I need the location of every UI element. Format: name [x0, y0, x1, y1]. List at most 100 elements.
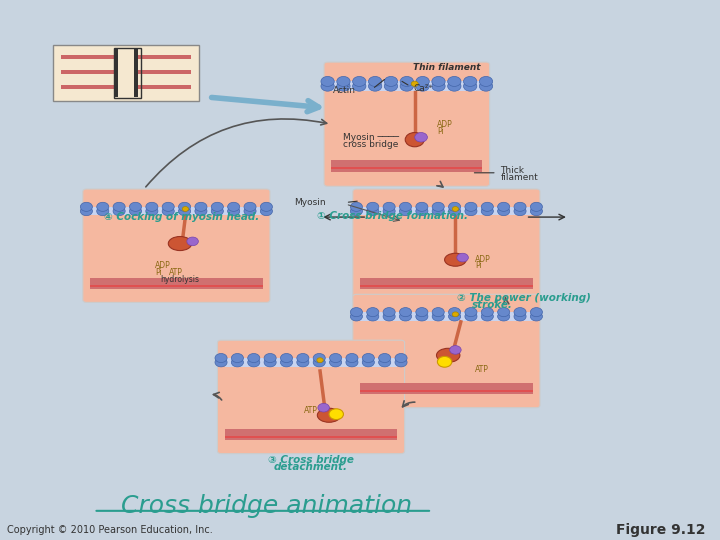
- Bar: [331, 82, 482, 91]
- Circle shape: [438, 356, 452, 367]
- FancyBboxPatch shape: [353, 189, 540, 302]
- Circle shape: [400, 81, 413, 91]
- Circle shape: [449, 308, 461, 316]
- Bar: [90, 278, 263, 285]
- Bar: [225, 429, 397, 436]
- Text: cross bridge: cross bridge: [343, 140, 398, 149]
- Circle shape: [228, 207, 240, 215]
- Text: ATP: ATP: [475, 366, 489, 374]
- Circle shape: [261, 202, 272, 211]
- Circle shape: [351, 308, 362, 316]
- Circle shape: [362, 354, 374, 362]
- Circle shape: [531, 312, 542, 321]
- FancyBboxPatch shape: [83, 189, 270, 302]
- Circle shape: [321, 77, 334, 86]
- Bar: [360, 388, 533, 394]
- Circle shape: [81, 207, 92, 215]
- Bar: [90, 207, 263, 215]
- Circle shape: [416, 202, 428, 211]
- Circle shape: [146, 207, 158, 215]
- FancyBboxPatch shape: [53, 45, 199, 101]
- Circle shape: [244, 202, 256, 211]
- Bar: [360, 383, 533, 390]
- Circle shape: [351, 312, 362, 321]
- Circle shape: [337, 77, 350, 86]
- Text: Copyright © 2010 Pearson Education, Inc.: Copyright © 2010 Pearson Education, Inc.: [7, 525, 213, 535]
- Circle shape: [480, 77, 492, 86]
- Circle shape: [411, 81, 418, 86]
- Circle shape: [362, 358, 374, 367]
- Circle shape: [514, 202, 526, 211]
- Circle shape: [531, 207, 542, 215]
- Circle shape: [395, 358, 407, 367]
- Circle shape: [432, 308, 444, 316]
- Text: ④ Cocking of myosin head.: ④ Cocking of myosin head.: [104, 212, 260, 222]
- Circle shape: [130, 202, 142, 211]
- Circle shape: [379, 358, 391, 367]
- Circle shape: [498, 312, 510, 321]
- Bar: [331, 165, 482, 172]
- Text: ADP: ADP: [475, 255, 491, 264]
- Circle shape: [449, 207, 461, 215]
- Text: ADP: ADP: [155, 261, 171, 270]
- Circle shape: [228, 202, 240, 211]
- Circle shape: [383, 308, 395, 316]
- Circle shape: [456, 253, 468, 262]
- Bar: [360, 280, 533, 287]
- Bar: [331, 160, 482, 167]
- FancyBboxPatch shape: [217, 340, 405, 454]
- Ellipse shape: [436, 348, 460, 362]
- Circle shape: [481, 202, 493, 211]
- Circle shape: [113, 202, 125, 211]
- Text: detachment.: detachment.: [274, 462, 348, 472]
- Circle shape: [366, 207, 379, 215]
- Circle shape: [297, 358, 309, 367]
- Circle shape: [432, 312, 444, 321]
- Text: Thin filament: Thin filament: [413, 63, 480, 72]
- Circle shape: [400, 308, 412, 316]
- Circle shape: [96, 207, 109, 215]
- Bar: [134, 49, 138, 97]
- Circle shape: [162, 202, 174, 211]
- Bar: [90, 282, 263, 289]
- Circle shape: [281, 358, 292, 367]
- Circle shape: [215, 358, 227, 367]
- Circle shape: [464, 81, 477, 91]
- Circle shape: [146, 202, 158, 211]
- Circle shape: [465, 207, 477, 215]
- Circle shape: [113, 207, 125, 215]
- Circle shape: [313, 358, 325, 367]
- Circle shape: [416, 312, 428, 321]
- Circle shape: [264, 358, 276, 367]
- Circle shape: [366, 202, 379, 211]
- Circle shape: [179, 207, 191, 215]
- Circle shape: [313, 354, 325, 362]
- Circle shape: [211, 207, 223, 215]
- Circle shape: [449, 346, 462, 354]
- Circle shape: [248, 354, 260, 362]
- Circle shape: [383, 312, 395, 321]
- Text: Myosin: Myosin: [294, 198, 326, 207]
- Circle shape: [531, 308, 542, 316]
- Circle shape: [215, 354, 227, 362]
- Circle shape: [465, 308, 477, 316]
- Text: ATP: ATP: [304, 406, 318, 415]
- Circle shape: [195, 207, 207, 215]
- Circle shape: [498, 207, 510, 215]
- Circle shape: [498, 308, 510, 316]
- Circle shape: [330, 354, 341, 362]
- Circle shape: [452, 312, 459, 316]
- Circle shape: [465, 202, 477, 211]
- Text: Pi: Pi: [437, 127, 444, 136]
- Text: Pi: Pi: [155, 268, 161, 277]
- Text: ① Cross bridge formation.: ① Cross bridge formation.: [317, 211, 468, 221]
- Text: stroke.: stroke.: [472, 300, 513, 310]
- Bar: [61, 70, 116, 74]
- Circle shape: [231, 354, 243, 362]
- Circle shape: [162, 207, 174, 215]
- Circle shape: [318, 403, 329, 412]
- Circle shape: [383, 202, 395, 211]
- Circle shape: [182, 207, 189, 211]
- Circle shape: [531, 202, 542, 211]
- Text: Actin: Actin: [333, 86, 356, 95]
